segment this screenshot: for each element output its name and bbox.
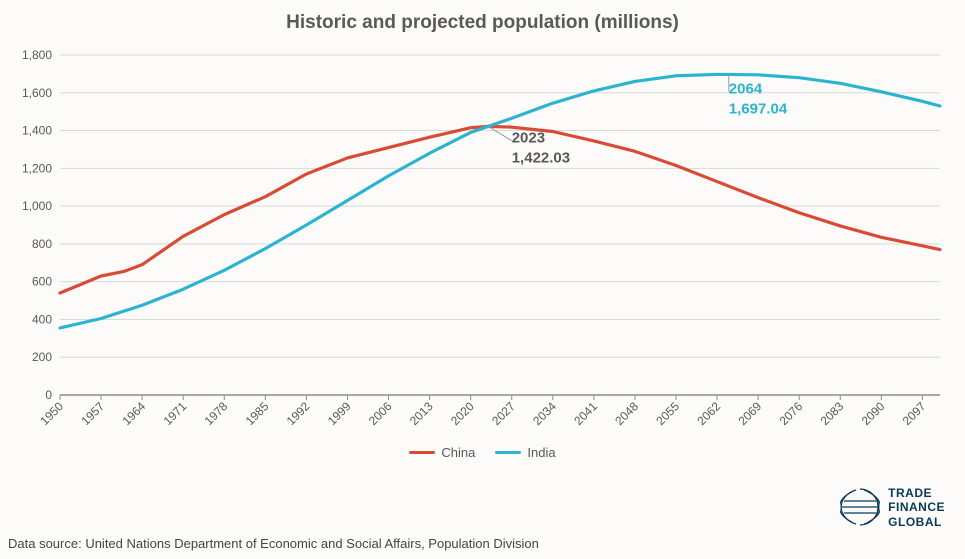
series-line [60, 126, 940, 293]
x-tick-label: 2027 [489, 399, 518, 428]
annotation-label: 2064 [729, 81, 763, 98]
globe-icon [840, 487, 880, 527]
legend-label: India [527, 445, 555, 460]
x-tick-label: 1985 [243, 399, 272, 428]
annotation-label: 1,422.03 [512, 150, 570, 167]
x-tick-label: 2020 [448, 399, 477, 428]
legend-swatch [409, 451, 435, 455]
brand-logo: TRADE FINANCE GLOBAL [840, 486, 945, 529]
y-tick-label: 1,400 [22, 124, 52, 138]
x-tick-label: 1978 [202, 399, 231, 428]
x-tick-label: 1992 [284, 399, 313, 428]
x-tick-label: 2055 [653, 399, 682, 428]
y-tick-label: 1,600 [22, 86, 52, 100]
logo-line3: GLOBAL [888, 515, 945, 529]
y-tick-label: 1,000 [22, 199, 52, 213]
x-tick-label: 2090 [859, 399, 888, 428]
y-tick-label: 200 [32, 350, 52, 364]
x-tick-label: 1971 [161, 399, 190, 428]
x-tick-label: 1964 [119, 399, 148, 428]
x-tick-label: 1957 [78, 399, 107, 428]
series-line [60, 74, 940, 327]
legend-label: China [441, 445, 475, 460]
legend-item: China [409, 445, 475, 460]
annotation-label: 1,697.04 [729, 101, 788, 118]
legend-swatch [495, 451, 521, 455]
x-tick-label: 2006 [366, 399, 395, 428]
x-tick-label: 2048 [612, 399, 641, 428]
y-tick-label: 1,200 [22, 161, 52, 175]
y-tick-label: 1,800 [22, 48, 52, 62]
legend-item: India [495, 445, 555, 460]
x-tick-label: 2097 [900, 399, 929, 428]
x-tick-label: 2083 [818, 399, 847, 428]
x-tick-label: 1950 [37, 399, 66, 428]
population-line-chart: 0 200 400 600 800 1,000 1,200 1,400 1,600 1,800 19… [0, 0, 965, 440]
x-tick-label: 2013 [407, 399, 436, 428]
y-tick-label: 600 [32, 275, 52, 289]
x-tick-label: 2069 [735, 399, 764, 428]
y-tick-label: 0 [45, 388, 52, 402]
x-tick-label: 2041 [571, 399, 600, 428]
x-tick-label: 2062 [694, 399, 723, 428]
x-tick-label: 2076 [777, 399, 806, 428]
x-tick-label: 1999 [325, 399, 354, 428]
data-source: Data source: United Nations Department o… [8, 536, 539, 551]
y-tick-label: 800 [32, 237, 52, 251]
legend: China India [0, 445, 965, 460]
logo-line2: FINANCE [888, 500, 945, 514]
x-tick-label: 2034 [530, 399, 559, 428]
annotation-label: 2023 [512, 130, 545, 147]
logo-line1: TRADE [888, 486, 945, 500]
y-tick-label: 400 [32, 312, 52, 326]
